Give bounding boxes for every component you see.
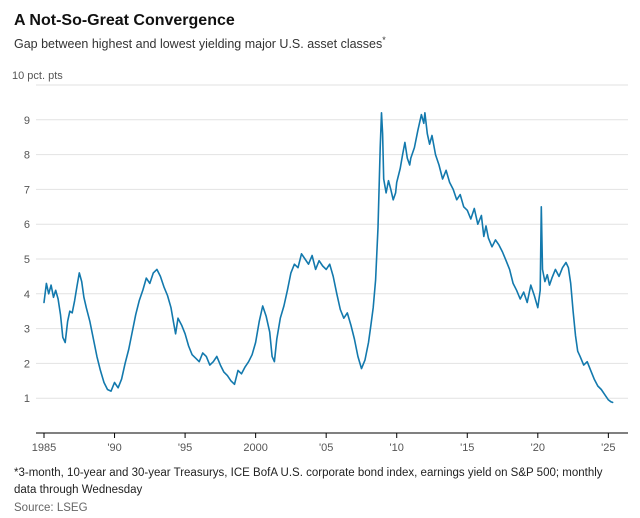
- y-tick-label: 6: [24, 219, 30, 231]
- source-text: Source: LSEG: [14, 501, 88, 514]
- footnote-text: *3-month, 10-year and 30-year Treasurys,…: [14, 467, 603, 496]
- x-tick-label: 2000: [243, 442, 267, 454]
- y-tick-label: 8: [24, 150, 30, 162]
- y-tick-label: 7: [24, 185, 30, 197]
- series-line: [43, 112, 614, 404]
- x-tick-label: '20: [531, 442, 545, 454]
- chart-title: A Not-So-Great Convergence: [14, 12, 235, 29]
- x-tick-label: '25: [601, 442, 615, 454]
- chart-subtitle: Gap between highest and lowest yielding …: [14, 35, 626, 51]
- y-tick-label: 3: [24, 324, 30, 336]
- x-tick-label: '05: [319, 442, 333, 454]
- x-tick-label: '10: [390, 442, 404, 454]
- y-tick-label: 4: [24, 289, 30, 301]
- y-tick-label: 5: [24, 254, 30, 266]
- y-tick-label: 2: [24, 359, 30, 371]
- chart-header: A Not-So-Great Convergence Gap between h…: [0, 0, 640, 51]
- x-tick-label: '15: [460, 442, 474, 454]
- y-axis-unit-label: 10 pct. pts: [12, 70, 63, 82]
- x-tick-label: '90: [107, 442, 121, 454]
- y-tick-label: 1: [24, 393, 30, 405]
- x-tick-label: 1985: [32, 442, 56, 454]
- y-tick-label: 9: [24, 115, 30, 127]
- chart-footnotes: *3-month, 10-year and 30-year Treasurys,…: [0, 459, 640, 513]
- line-chart: 1 2 3 4 5 6 7 8 9 10 pct. pts 1985 '90 '95 2000 '05 '10…: [12, 70, 628, 454]
- chart-subtitle-text: Gap between highest and lowest yielding …: [14, 37, 383, 52]
- x-tick-label: '95: [178, 442, 192, 454]
- footnote-marker: *: [382, 35, 386, 45]
